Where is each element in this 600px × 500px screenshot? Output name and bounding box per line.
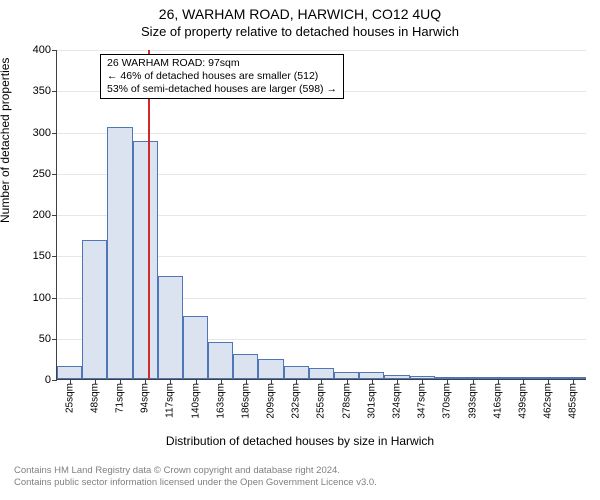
x-tick-label: 140sqm: [190, 383, 201, 419]
y-tick-label: 50: [39, 333, 57, 345]
gridline: [57, 133, 586, 134]
x-tick-label: 393sqm: [467, 383, 478, 419]
histogram-bar: [208, 342, 233, 379]
histogram-bar: [82, 240, 107, 379]
x-tick-label: 255sqm: [316, 383, 327, 419]
y-tick-label: 200: [33, 209, 57, 221]
x-tick-label: 186sqm: [240, 383, 251, 419]
chart-plot-area: 05010015020025030035040025sqm48sqm71sqm9…: [56, 50, 586, 380]
x-tick-label: 278sqm: [341, 383, 352, 419]
footer-line-2: Contains public sector information licen…: [14, 477, 377, 489]
x-tick-label: 462sqm: [543, 383, 554, 419]
y-tick-label: 400: [33, 44, 57, 56]
x-tick-label: 232sqm: [291, 383, 302, 419]
title-line-1: 26, WARHAM ROAD, HARWICH, CO12 4UQ: [0, 6, 600, 22]
histogram-bar: [158, 276, 183, 379]
y-tick-label: 100: [33, 292, 57, 304]
x-tick-label: 347sqm: [417, 383, 428, 419]
y-tick-label: 350: [33, 85, 57, 97]
histogram-bar: [359, 372, 384, 379]
x-tick-label: 324sqm: [392, 383, 403, 419]
histogram-bar: [334, 372, 359, 379]
histogram-bar: [233, 354, 258, 379]
footer-line-1: Contains HM Land Registry data © Crown c…: [14, 465, 377, 477]
x-tick-label: 209sqm: [266, 383, 277, 419]
x-tick-label: 485sqm: [568, 383, 579, 419]
y-tick-label: 300: [33, 127, 57, 139]
footer-text: Contains HM Land Registry data © Crown c…: [14, 465, 377, 489]
y-tick-label: 0: [45, 374, 57, 386]
y-axis-label: Number of detached properties: [0, 58, 12, 223]
x-tick-label: 25sqm: [64, 383, 75, 413]
histogram-bar: [309, 368, 334, 379]
callout-line-1: 26 WARHAM ROAD: 97sqm: [107, 57, 337, 70]
page-root: 26, WARHAM ROAD, HARWICH, CO12 4UQ Size …: [0, 0, 600, 500]
x-tick-label: 416sqm: [492, 383, 503, 419]
x-tick-label: 439sqm: [517, 383, 528, 419]
y-tick-label: 150: [33, 250, 57, 262]
x-tick-label: 370sqm: [442, 383, 453, 419]
histogram-bar: [258, 359, 283, 379]
x-axis-label: Distribution of detached houses by size …: [0, 434, 600, 448]
histogram-bar: [107, 127, 132, 379]
x-tick-label: 71sqm: [114, 383, 125, 413]
x-tick-label: 48sqm: [89, 383, 100, 413]
x-tick-label: 117sqm: [165, 383, 176, 418]
gridline: [57, 50, 586, 51]
histogram-bar: [183, 316, 208, 379]
x-tick-label: 163sqm: [215, 383, 226, 419]
callout-line-3: 53% of semi-detached houses are larger (…: [107, 83, 337, 96]
histogram-bar: [284, 366, 309, 379]
histogram-bar: [57, 366, 82, 379]
y-tick-label: 250: [33, 168, 57, 180]
callout-box: 26 WARHAM ROAD: 97sqm ← 46% of detached …: [100, 54, 344, 99]
title-line-2: Size of property relative to detached ho…: [0, 24, 600, 39]
x-tick-label: 301sqm: [366, 383, 377, 419]
histogram-bar: [133, 141, 158, 379]
callout-line-2: ← 46% of detached houses are smaller (51…: [107, 70, 337, 83]
x-tick-label: 94sqm: [140, 383, 151, 413]
